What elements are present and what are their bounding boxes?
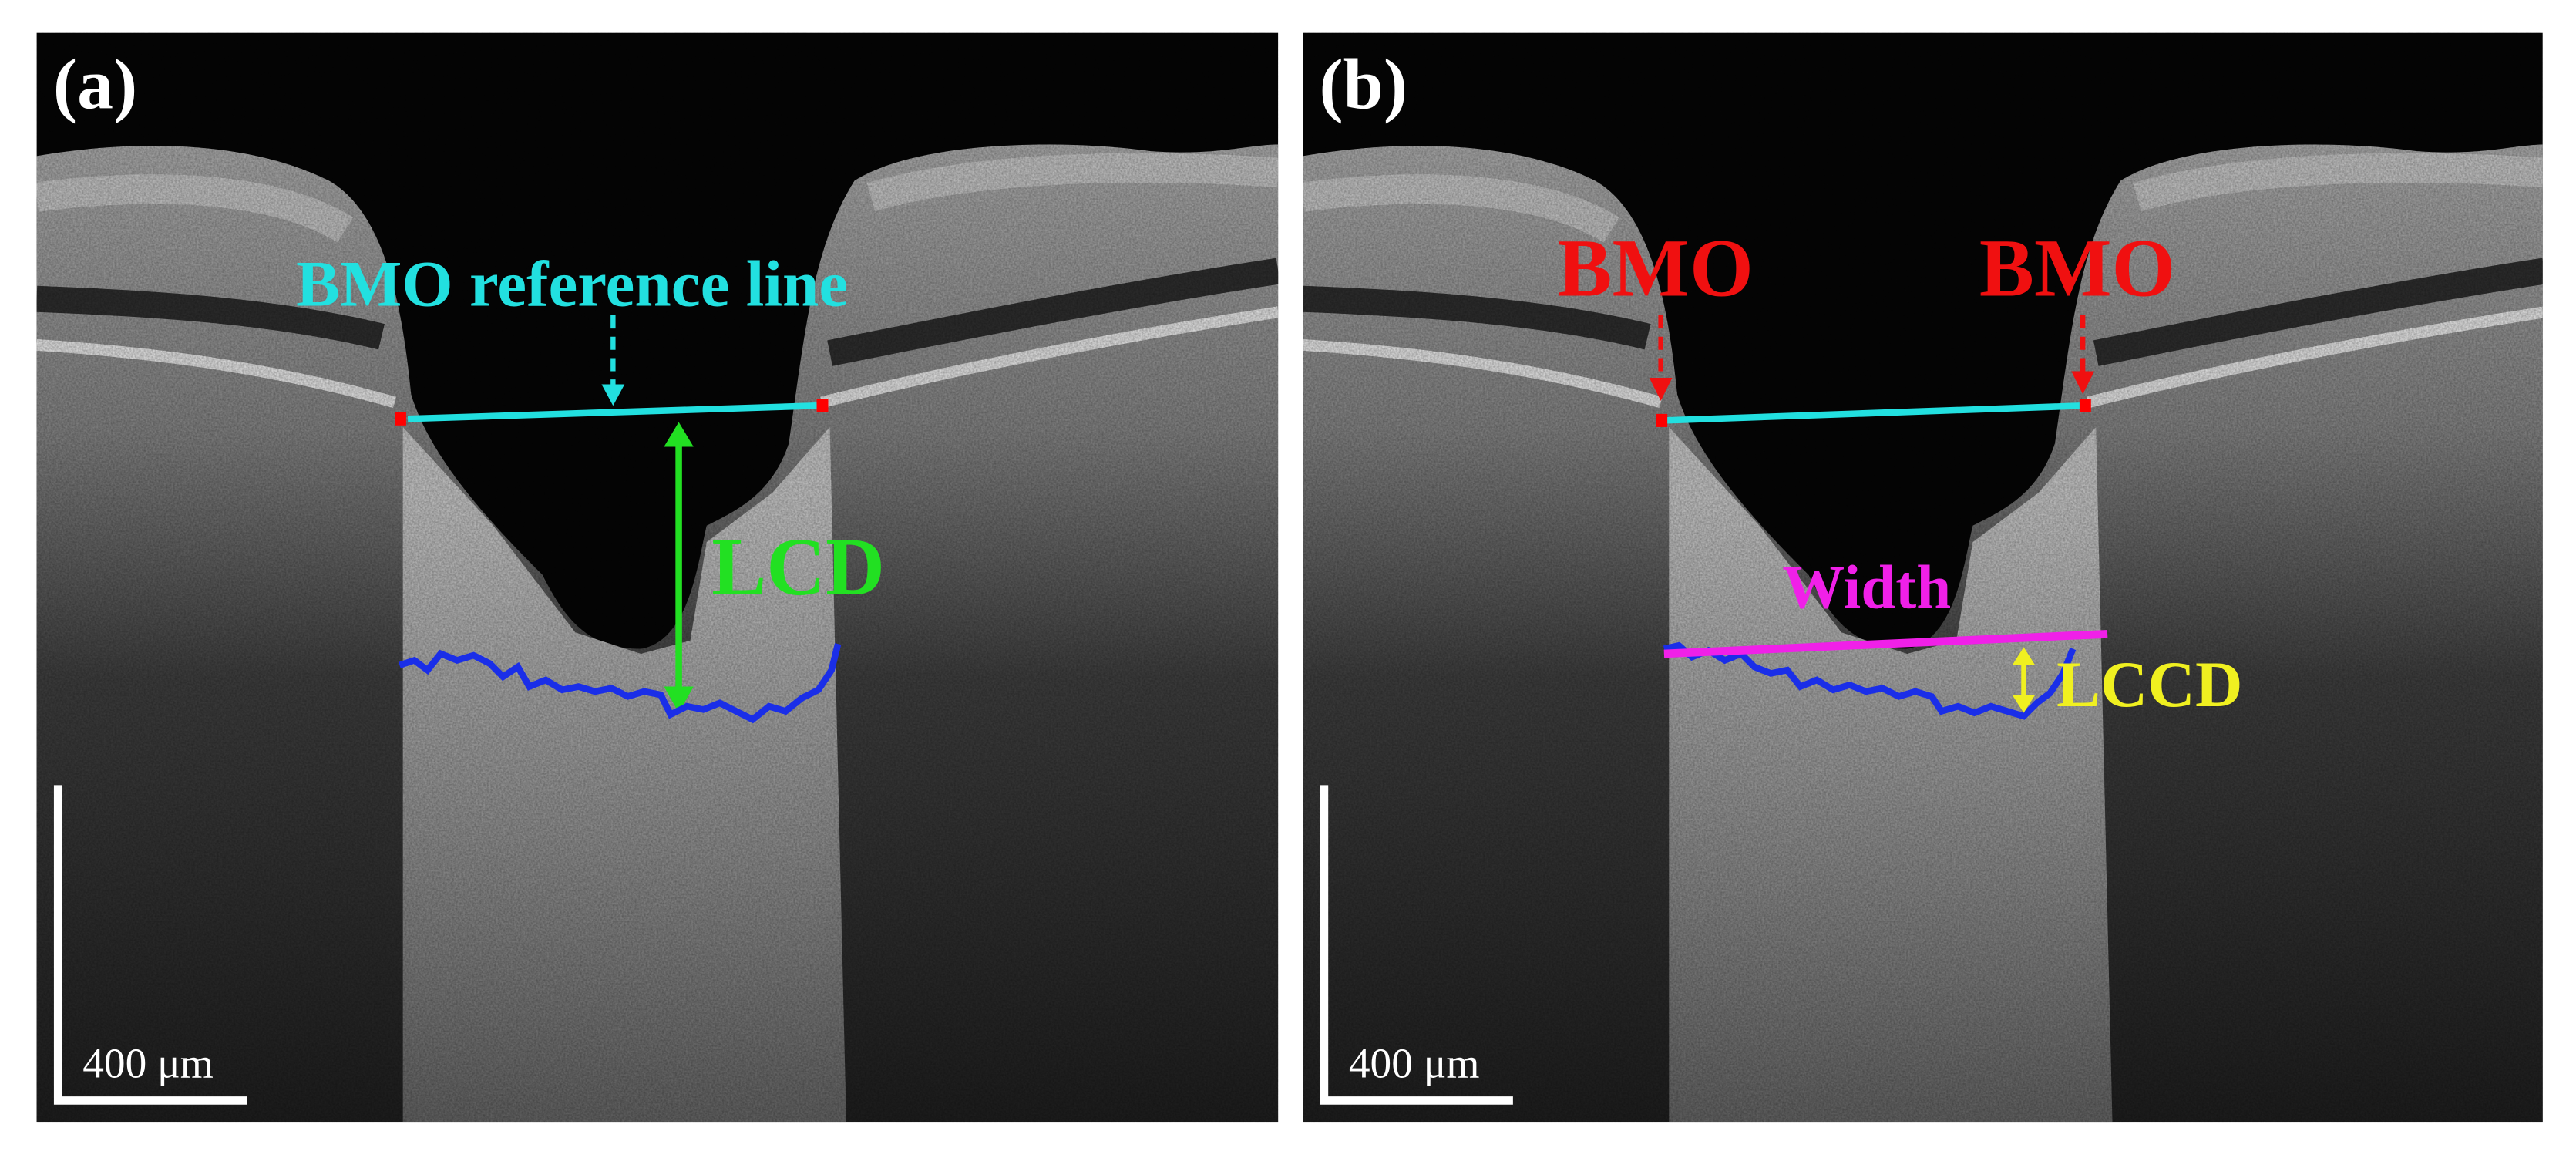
bmo-reference-line bbox=[407, 402, 817, 422]
panel-a-annotations: (a) BMO reference line LCD 400 μm bbox=[53, 45, 885, 1105]
bmo-label: BMO bbox=[1557, 223, 1753, 314]
scale-label: 400 μm bbox=[1349, 1040, 1480, 1087]
scale-bar bbox=[53, 785, 247, 1105]
scale-label: 400 μm bbox=[82, 1040, 214, 1087]
oct-image-a bbox=[37, 33, 1279, 1123]
width-label: Width bbox=[1782, 552, 1951, 621]
lamina-surface bbox=[399, 643, 842, 724]
arrow-head bbox=[2012, 647, 2036, 713]
reference-line-label: BMO reference line bbox=[296, 247, 848, 320]
arrow-head bbox=[1649, 378, 1673, 401]
lcd-label: LCD bbox=[711, 522, 885, 613]
panel-label: (a) bbox=[53, 45, 137, 125]
bmo-reference-line bbox=[1663, 402, 2083, 424]
bmo-point bbox=[2079, 399, 2091, 412]
lccd-label: LCCD bbox=[2056, 648, 2242, 721]
bmo-label: BMO bbox=[1979, 223, 2175, 314]
lamina-surface bbox=[1663, 641, 2077, 720]
scale-bar bbox=[1320, 785, 1513, 1105]
panel-b-annotations: (b) BMO BMO Width LCCD 400 μm bbox=[1319, 45, 2243, 1105]
panel-label: (b) bbox=[1319, 45, 1407, 125]
width-line bbox=[1663, 630, 2108, 658]
bmo-point bbox=[816, 399, 829, 412]
arrow-head bbox=[2071, 371, 2095, 395]
bmo-point bbox=[395, 412, 406, 426]
bmo-point bbox=[1656, 413, 1668, 427]
arrow-head bbox=[601, 384, 625, 406]
